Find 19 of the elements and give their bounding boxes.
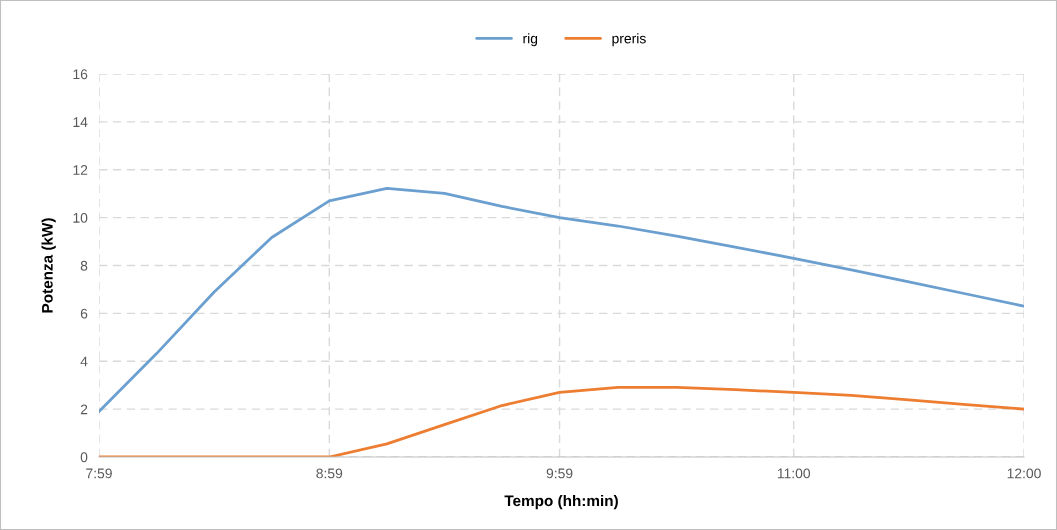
x-tick-label: 11:00	[777, 468, 811, 479]
y-tick-label: 12	[73, 165, 88, 175]
y-tick-label: 6	[80, 308, 88, 319]
x-tick-label: 7:59	[86, 468, 112, 479]
y-tick-label: 8	[80, 260, 88, 271]
y-tick-label: 2	[80, 404, 88, 415]
line-series	[99, 187, 1024, 413]
y-axis-title: Potenza (kW)	[41, 218, 56, 313]
x-tick-label: 12:00	[1007, 468, 1041, 479]
legend-label: preris	[612, 33, 646, 47]
x-tick-label: 9:59	[546, 468, 573, 479]
y-tick-label: 0	[80, 452, 88, 463]
y-tick-label: 4	[80, 356, 88, 367]
y-tick-label: 14	[73, 117, 88, 127]
y-tick-label: 10	[73, 212, 88, 223]
x-axis-title: Tempo (hh:min)	[504, 494, 618, 510]
x-tick-label: 8:59	[316, 468, 343, 479]
y-tick-label: 16	[73, 69, 88, 80]
legend-label: rig	[523, 33, 538, 47]
